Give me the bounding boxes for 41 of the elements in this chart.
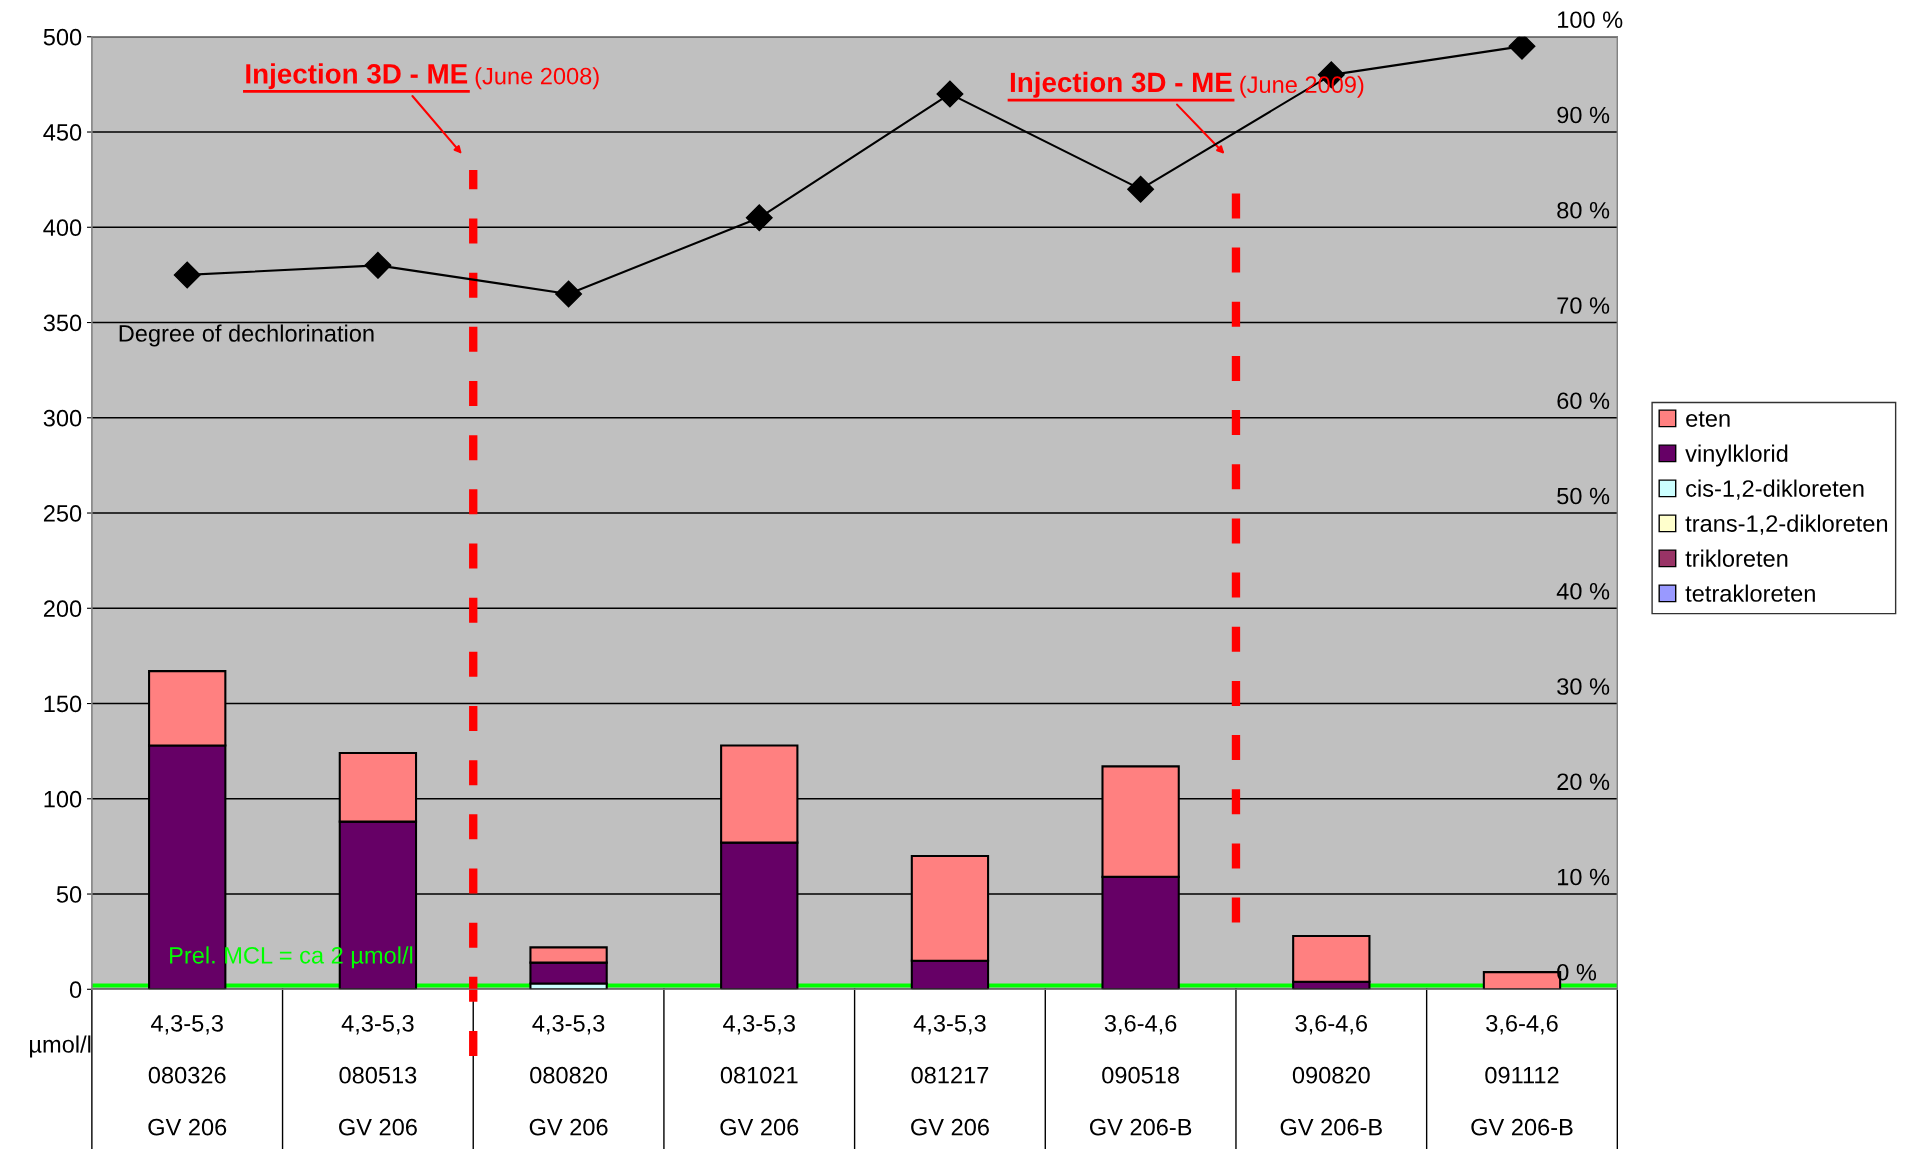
annotation: (June 2008) [475,67,599,90]
annotation: Injection 3D - ME [1010,71,1232,98]
y2-tick-label: 80 % [1557,201,1610,219]
y-tick-label: 300 [43,409,82,427]
y2-tick-label: 40 % [1556,582,1610,600]
y-tick-label: 0 [69,981,82,999]
legend-label: vinylklorid [1685,444,1788,467]
category-label: 4,3-5,3 081021 GV 206 [720,1014,799,1136]
y-tick-label: 250 [43,505,82,522]
y2-tick-label: 70 % [1557,297,1610,314]
category-label: 3,6-4,6 091112 GV 206-B [1471,1014,1573,1136]
category-label: 3,6-4,6 090518 GV 206-B [1089,1014,1192,1136]
y-tick-label: 350 [43,314,82,332]
y-tick-label: 50 [56,886,82,903]
legend-label: eten [1686,411,1730,427]
y-tick-label: 500 [43,28,82,46]
y2-tick-label: 60 % [1557,392,1610,410]
legend-label: trikloreten [1685,549,1788,567]
y2-tick-label: 10 % [1558,868,1610,886]
y-tick-label: 150 [44,695,82,713]
y-tick-label: 100 [44,790,82,808]
y-tick-label: 200 [43,600,82,618]
legend-label: trans-1,2-dikloreten [1685,514,1888,535]
category-label: 4,3-5,3 080820 GV 206 [529,1014,608,1136]
category-label: 4,3-5,3 080513 GV 206 [339,1014,417,1136]
category-label: 4,3-5,3 080326 GV 206 [148,1014,227,1136]
y-tick-label: 400 [43,219,82,237]
annotation: Injection 3D - ME [246,63,468,90]
annotation: (June 2009) [1240,75,1364,98]
y2-tick-label: 100 % [1558,11,1623,29]
y2-tick-label: 50 % [1557,487,1610,505]
y-axis-title: µmol/l [30,1035,91,1058]
legend-label: tetrakloreten [1685,584,1815,602]
category-label: 4,3-5,3 081217 GV 206 [911,1014,989,1136]
y2-tick-label: 20 % [1557,773,1610,791]
category-label: 3,6-4,6 090820 GV 206-B [1280,1014,1382,1136]
y2-tick-label: 30 % [1557,678,1610,695]
legend-label: cis-1,2-dikloreten [1686,479,1864,500]
y-tick-label: 450 [43,124,82,141]
y2-tick-label: 90 % [1557,106,1610,124]
series-label: Degree of dechlorination [119,324,374,347]
